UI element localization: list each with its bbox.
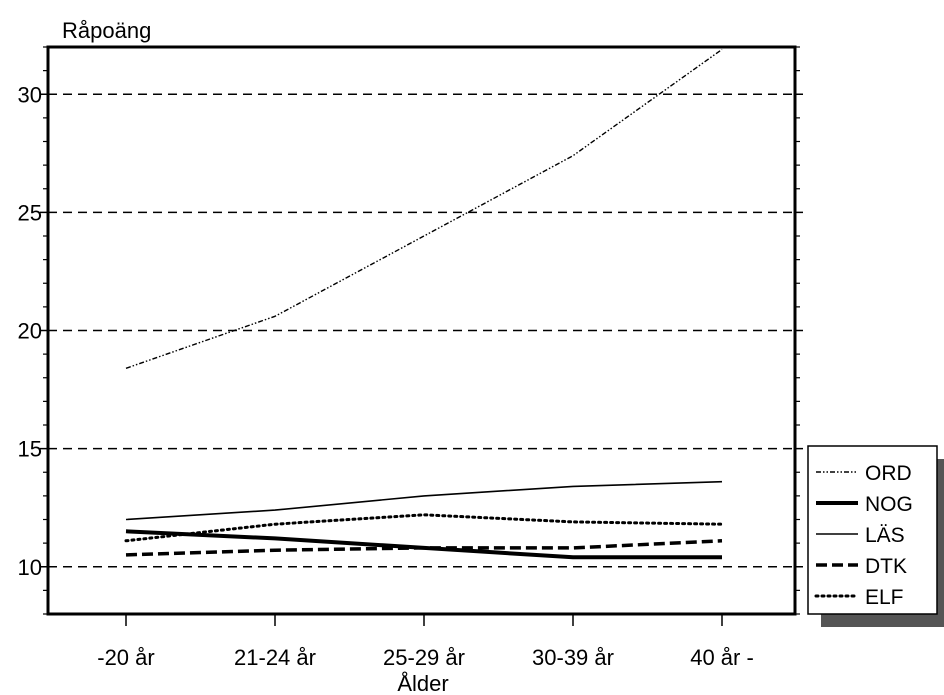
x-tick-label: -20 år	[97, 645, 154, 670]
y-tick-label: 15	[18, 437, 42, 462]
series-line-ord	[125, 48, 723, 369]
series-line-läs	[125, 480, 723, 521]
y-tick-label: 10	[18, 555, 42, 580]
x-axis-ticks: -20 år 21-24 år 25-29 år 30-39 år 40 år -	[97, 614, 754, 670]
x-tick-label: 40 år -	[690, 645, 754, 670]
legend-label-nog: NOG	[865, 493, 913, 516]
y-tick-label: 30	[18, 82, 42, 107]
legend-label-ord: ORD	[865, 462, 912, 485]
y-tick-label: 20	[18, 319, 42, 344]
series-line-dtk	[125, 539, 723, 557]
y-tick-label: 25	[18, 200, 42, 225]
series-lines	[124, 48, 724, 560]
legend-label-läs: LÄS	[865, 524, 905, 547]
series-line-elf	[124, 513, 724, 543]
x-tick-label: 21-24 år	[234, 645, 316, 670]
legend-label-dtk: DTK	[865, 555, 907, 578]
plot-frame	[46, 45, 797, 616]
x-axis-title: Ålder	[397, 671, 448, 695]
y-axis-title: Råpoäng	[62, 18, 151, 43]
gridlines	[48, 93, 795, 568]
y-axis-ticks: 10 15 20 25 30	[18, 46, 803, 615]
legend: ORD NOG LÄS DTK ELF	[807, 445, 944, 627]
x-tick-label: 30-39 år	[532, 645, 614, 670]
x-tick-label: 25-29 år	[383, 645, 465, 670]
legend-label-elf: ELF	[865, 586, 904, 609]
legend-box	[807, 445, 938, 615]
